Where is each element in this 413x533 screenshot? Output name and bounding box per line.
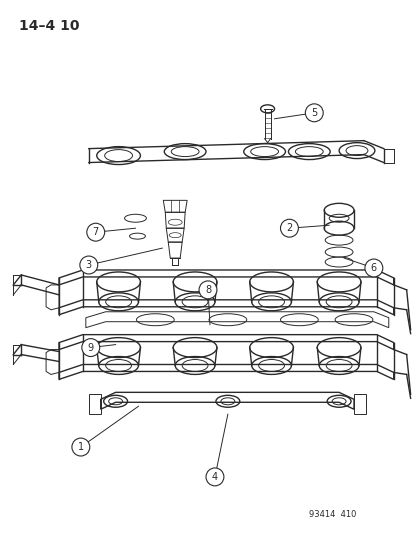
Circle shape [82, 338, 100, 357]
Text: 14–4 10: 14–4 10 [19, 19, 80, 33]
Text: 93414  410: 93414 410 [309, 510, 356, 519]
Text: 9: 9 [88, 343, 94, 352]
Circle shape [72, 438, 90, 456]
Circle shape [206, 468, 223, 486]
Circle shape [80, 256, 97, 274]
Text: 6: 6 [370, 263, 376, 273]
Circle shape [280, 219, 298, 237]
Text: 5: 5 [311, 108, 317, 118]
Text: 4: 4 [211, 472, 218, 482]
Text: 3: 3 [85, 260, 92, 270]
Circle shape [364, 259, 382, 277]
Circle shape [87, 223, 104, 241]
Text: 8: 8 [204, 285, 211, 295]
Circle shape [305, 104, 323, 122]
Circle shape [199, 281, 216, 299]
Text: 1: 1 [78, 442, 84, 452]
Text: 2: 2 [286, 223, 292, 233]
Text: 7: 7 [93, 227, 99, 237]
